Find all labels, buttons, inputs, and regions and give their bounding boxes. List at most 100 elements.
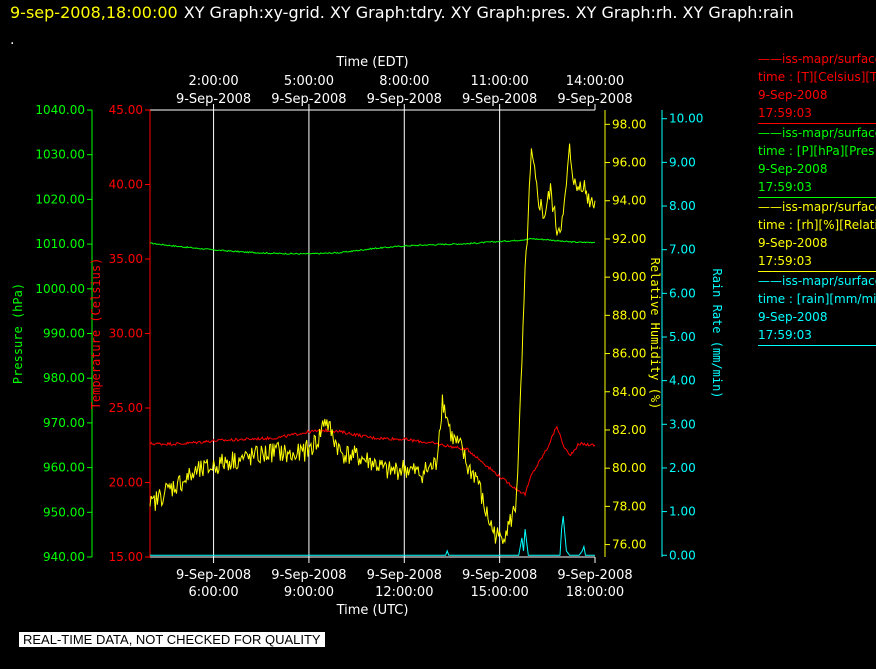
pres-tick-label: 1010.00	[35, 237, 85, 251]
rain-tick-label: 6.00	[669, 286, 696, 300]
x2-tick-date-label: 9-Sep-2008	[557, 92, 632, 107]
graph-title: 9-sep-2008,18:00:00 XY Graph:xy-grid. XY …	[10, 3, 794, 22]
legend-line1: ——iss-mapr/surface	[758, 274, 876, 288]
legend-line3: 9-Sep-2008	[758, 88, 828, 102]
x2-tick-time-label: 5:00:00	[284, 74, 334, 89]
legend-line2: time : [T][Celsius][T	[758, 70, 876, 84]
legend-entry: ——iss-mapr/surface time : [T][Celsius][T 9…	[758, 50, 876, 124]
temp-tick-label: 40.00	[109, 178, 143, 192]
rh-tick-label: 88.00	[612, 308, 646, 322]
temp-tick-label: 20.00	[109, 476, 143, 490]
temp-tick-label: 45.00	[109, 103, 143, 117]
rh-tick-label: 80.00	[612, 461, 646, 475]
legend-separator	[758, 123, 876, 124]
x2-tick-time-label: 8:00:00	[379, 74, 429, 89]
legend: ——iss-mapr/surface time : [T][Celsius][T 9…	[758, 50, 876, 346]
x-axis-title: Time (UTC)	[336, 603, 409, 618]
legend-entry: ——iss-mapr/surface time : [rh][%][Relati 9…	[758, 198, 876, 272]
legend-line4: 17:59:03	[758, 254, 812, 268]
legend-line2: time : [P][hPa][Pres	[758, 144, 875, 158]
x2-tick-date-label: 9-Sep-2008	[462, 92, 537, 107]
legend-line2: time : [rh][%][Relati	[758, 218, 876, 232]
rh-tick-label: 84.00	[612, 385, 646, 399]
title-timestamp: 9-sep-2008,18:00:00	[10, 3, 178, 22]
pres-tick-label: 1030.00	[35, 148, 85, 162]
legend-line2: time : [rain][mm/min	[758, 292, 876, 306]
legend-line1: ——iss-mapr/surface	[758, 52, 876, 66]
legend-separator	[758, 345, 876, 346]
rh-tick-label: 82.00	[612, 423, 646, 437]
pres-axis-title: Pressure (hPa)	[11, 283, 25, 384]
title-graph-list: XY Graph:xy-grid. XY Graph:tdry. XY Grap…	[183, 3, 794, 22]
pres-series-line	[149, 237, 596, 255]
pres-tick-label: 940.00	[43, 550, 85, 564]
legend-line4: 17:59:03	[758, 328, 812, 342]
legend-line4: 17:59:03	[758, 106, 812, 120]
pres-tick-label: 1040.00	[35, 103, 85, 117]
rain-tick-label: 2.00	[669, 461, 696, 475]
x2-tick-time-label: 14:00:00	[566, 74, 624, 89]
rain-tick-label: 10.00	[669, 112, 703, 126]
pres-tick-label: 990.00	[43, 327, 85, 341]
x-tick-date-label: 9-Sep-2008	[271, 568, 346, 583]
temp-tick-label: 35.00	[109, 252, 143, 266]
legend-line1: ——iss-mapr/surface	[758, 126, 876, 140]
x-tick-time-label: 18:00:00	[566, 585, 624, 600]
rh-tick-label: 94.00	[612, 194, 646, 208]
x-tick-time-label: 12:00:00	[375, 585, 433, 600]
legend-line3: 9-Sep-2008	[758, 236, 828, 250]
rain-tick-label: 5.00	[669, 330, 696, 344]
rain-tick-label: 7.00	[669, 243, 696, 257]
rain-tick-label: 1.00	[669, 505, 696, 519]
rain-tick-label: 0.00	[669, 548, 696, 562]
legend-separator	[758, 197, 876, 198]
rain-tick-label: 9.00	[669, 155, 696, 169]
legend-line3: 9-Sep-2008	[758, 162, 828, 176]
legend-separator	[758, 271, 876, 272]
rh-tick-label: 96.00	[612, 156, 646, 170]
rain-axis-title: Rain Rate (mm/min)	[710, 268, 724, 398]
x2-tick-date-label: 9-Sep-2008	[367, 92, 442, 107]
x2-tick-date-label: 9-Sep-2008	[176, 92, 251, 107]
x2-tick-date-label: 9-Sep-2008	[271, 92, 346, 107]
x-tick-time-label: 15:00:00	[470, 585, 528, 600]
rh-tick-label: 98.00	[612, 117, 646, 131]
rh-axis-title: Relative Humidity (%)	[648, 258, 662, 410]
pres-tick-label: 960.00	[43, 461, 85, 475]
rain-tick-label: 3.00	[669, 417, 696, 431]
rain-series-line	[150, 515, 595, 556]
x2-axis-title: Time (EDT)	[335, 55, 408, 70]
temp-axis-title: Temperature (Celsius)	[89, 258, 103, 410]
rain-tick-label: 8.00	[669, 199, 696, 213]
temp-series-line	[149, 425, 596, 498]
rh-tick-label: 86.00	[612, 347, 646, 361]
rh-tick-label: 76.00	[612, 538, 646, 552]
x-tick-date-label: 9-Sep-2008	[176, 568, 251, 583]
legend-line4: 17:59:03	[758, 180, 812, 194]
quality-banner: REAL-TIME DATA, NOT CHECKED FOR QUALITY	[19, 632, 325, 647]
x-tick-time-label: 9:00:00	[284, 585, 334, 600]
legend-line3: 9-Sep-2008	[758, 310, 828, 324]
rh-tick-label: 90.00	[612, 270, 646, 284]
x-tick-date-label: 9-Sep-2008	[557, 568, 632, 583]
pres-tick-label: 1000.00	[35, 282, 85, 296]
rh-tick-label: 92.00	[612, 232, 646, 246]
x2-tick-time-label: 11:00:00	[470, 74, 528, 89]
pres-tick-label: 1020.00	[35, 192, 85, 206]
x-tick-time-label: 6:00:00	[189, 585, 239, 600]
title-dot: .	[10, 32, 15, 48]
legend-entry: ——iss-mapr/surface time : [P][hPa][Pres 9-…	[758, 124, 876, 198]
pres-tick-label: 950.00	[43, 505, 85, 519]
rh-tick-label: 78.00	[612, 499, 646, 513]
rain-tick-label: 4.00	[669, 374, 696, 388]
legend-line1: ——iss-mapr/surface	[758, 200, 876, 214]
temp-tick-label: 25.00	[109, 401, 143, 415]
rh-series-line	[149, 143, 596, 544]
legend-entry: ——iss-mapr/surface time : [rain][mm/min 9-…	[758, 272, 876, 346]
pres-tick-label: 970.00	[43, 416, 85, 430]
x-tick-date-label: 9-Sep-2008	[367, 568, 442, 583]
x2-tick-time-label: 2:00:00	[189, 74, 239, 89]
pres-tick-label: 980.00	[43, 371, 85, 385]
temp-tick-label: 15.00	[109, 550, 143, 564]
